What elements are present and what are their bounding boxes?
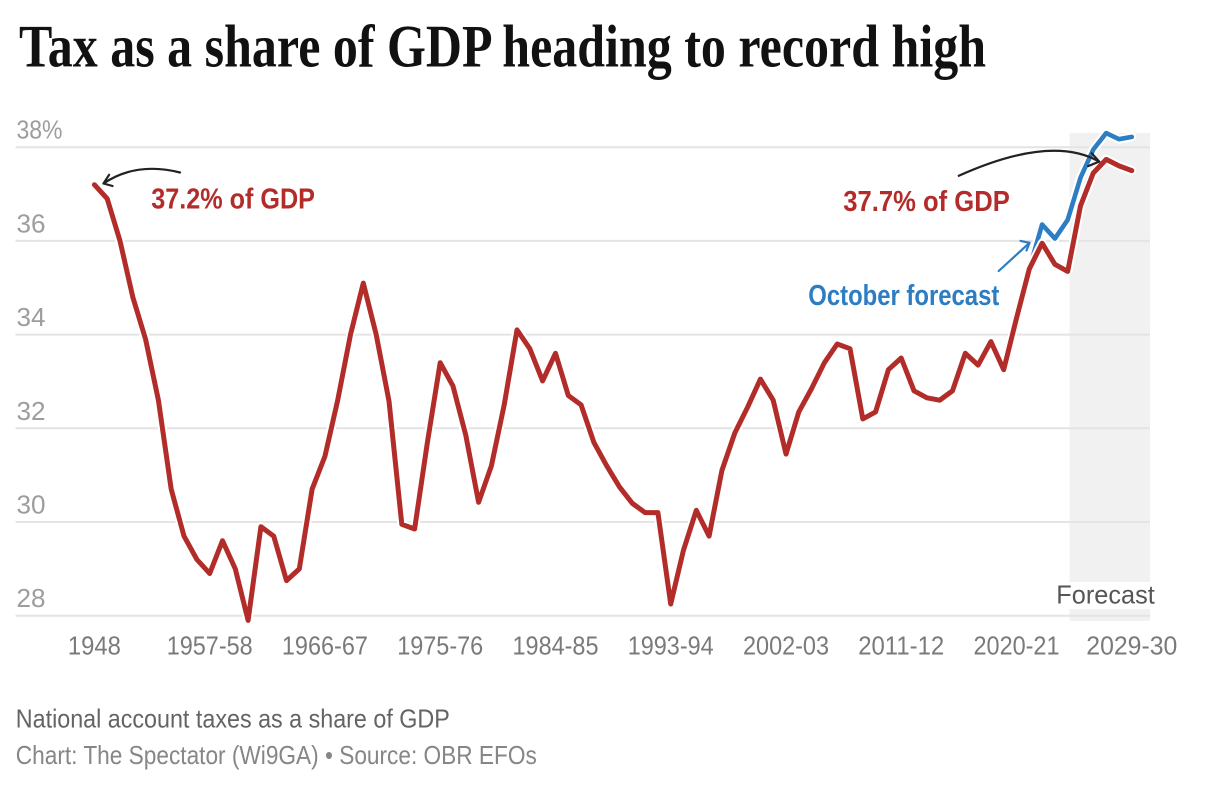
svg-text:Tax as a share of GDP heading: Tax as a share of GDP heading to record … (19, 14, 986, 80)
svg-text:1948: 1948 (68, 631, 121, 661)
svg-text:37.7% of GDP: 37.7% of GDP (843, 186, 1010, 218)
svg-text:28: 28 (17, 583, 46, 613)
svg-text:1957-58: 1957-58 (167, 631, 253, 661)
svg-text:37.2% of GDP: 37.2% of GDP (151, 184, 315, 216)
svg-text:36: 36 (17, 208, 46, 238)
svg-text:2002-03: 2002-03 (743, 631, 829, 661)
svg-text:October forecast: October forecast (808, 280, 999, 312)
svg-text:2029-30: 2029-30 (1086, 631, 1177, 661)
svg-text:1975-76: 1975-76 (397, 631, 483, 661)
svg-text:2011-12: 2011-12 (858, 631, 944, 661)
svg-text:1993-94: 1993-94 (628, 631, 714, 661)
svg-text:Forecast: Forecast (1056, 580, 1155, 610)
svg-text:34: 34 (17, 302, 46, 332)
svg-text:2020-21: 2020-21 (974, 631, 1060, 661)
svg-text:32: 32 (17, 396, 46, 426)
svg-text:1984-85: 1984-85 (513, 631, 599, 661)
svg-text:National account taxes as a sh: National account taxes as a share of GDP (16, 704, 450, 734)
svg-text:38%: 38% (17, 115, 63, 145)
svg-text:Chart: The Spectator (Wi9GA) •: Chart: The Spectator (Wi9GA) • Source: O… (16, 740, 537, 770)
svg-text:1966-67: 1966-67 (282, 631, 368, 661)
svg-text:30: 30 (17, 490, 46, 520)
